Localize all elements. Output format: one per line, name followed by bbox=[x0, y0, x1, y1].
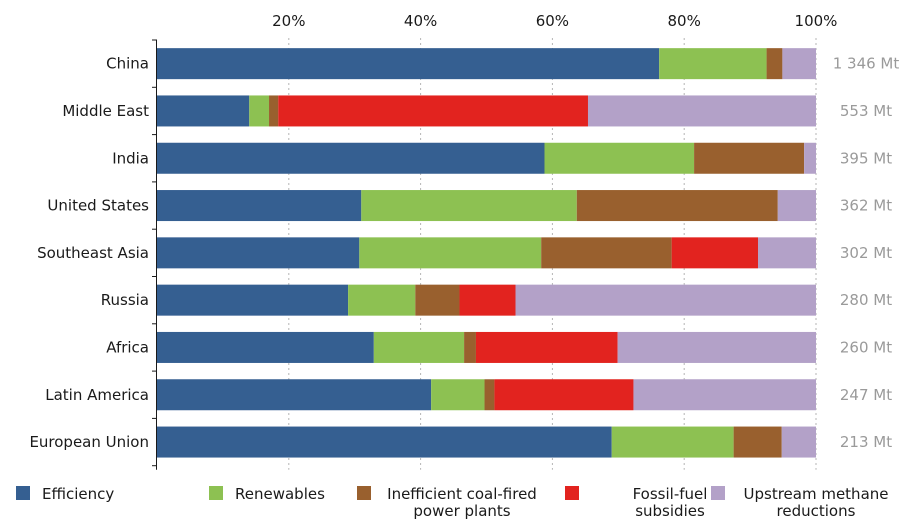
legend-swatch bbox=[16, 486, 30, 500]
bar-segment bbox=[464, 331, 476, 363]
category-label: United States bbox=[47, 197, 149, 215]
total-label: 553 Mt bbox=[840, 102, 892, 120]
category-label: China bbox=[106, 55, 149, 73]
bar-segment bbox=[431, 379, 485, 411]
bar-segment bbox=[659, 48, 767, 80]
bar-segment bbox=[777, 190, 816, 222]
bar-segment bbox=[348, 284, 416, 316]
bar-segment bbox=[269, 95, 279, 127]
bar-segment bbox=[587, 95, 816, 127]
category-label: Africa bbox=[106, 338, 149, 356]
bar-segment bbox=[694, 142, 805, 174]
bar-segment bbox=[733, 426, 782, 458]
total-label: 280 Mt bbox=[840, 291, 892, 309]
category-label: European Union bbox=[29, 433, 149, 451]
bar-segment bbox=[373, 331, 465, 363]
bar-segment bbox=[157, 284, 349, 316]
legend-swatch bbox=[357, 486, 371, 500]
bar-segment bbox=[157, 142, 545, 174]
category-label: Middle East bbox=[62, 102, 149, 120]
bar-segment bbox=[157, 426, 612, 458]
bar-segment bbox=[475, 331, 618, 363]
legend-label: Renewables bbox=[235, 485, 325, 503]
legend-swatch bbox=[565, 486, 579, 500]
bar-segment bbox=[611, 426, 734, 458]
bar-segment bbox=[157, 379, 432, 411]
bar-segment bbox=[515, 284, 816, 316]
legend-label: Efficiency bbox=[42, 485, 114, 503]
total-label: 302 Mt bbox=[840, 244, 892, 262]
bar-segment bbox=[359, 237, 542, 269]
bar-segment bbox=[804, 142, 816, 174]
total-label: 395 Mt bbox=[840, 149, 892, 167]
total-label: 247 Mt bbox=[840, 386, 892, 404]
category-label: Latin America bbox=[45, 386, 149, 404]
category-label: Southeast Asia bbox=[37, 244, 149, 262]
bar-segment bbox=[576, 190, 778, 222]
bar-segment bbox=[766, 48, 783, 80]
total-label: 260 Mt bbox=[840, 338, 892, 356]
bar-segment bbox=[671, 237, 759, 269]
legend-label: Fossil-fuel bbox=[633, 485, 708, 503]
bar-segment bbox=[278, 95, 588, 127]
x-tick-label: 100% bbox=[795, 12, 838, 30]
bar-segment bbox=[484, 379, 495, 411]
legend-label: Upstream methane bbox=[744, 485, 889, 503]
category-label: Russia bbox=[101, 291, 149, 309]
bar-segment bbox=[361, 190, 577, 222]
bar-segment bbox=[157, 237, 360, 269]
bar-segment bbox=[157, 48, 660, 80]
x-tick-label: 80% bbox=[668, 12, 701, 30]
bar-segment bbox=[494, 379, 634, 411]
bar-segment bbox=[781, 426, 816, 458]
legend-swatch bbox=[209, 486, 223, 500]
bar-segment bbox=[544, 142, 695, 174]
x-tick-label: 60% bbox=[536, 12, 569, 30]
bar-segment bbox=[541, 237, 672, 269]
legend-label: Inefficient coal-fired bbox=[387, 485, 537, 503]
x-tick-label: 40% bbox=[404, 12, 437, 30]
legend-label: subsidies bbox=[635, 502, 705, 520]
bar-segment bbox=[415, 284, 460, 316]
bar-segment bbox=[758, 237, 816, 269]
category-label: India bbox=[112, 149, 149, 167]
total-label: 362 Mt bbox=[840, 197, 892, 215]
bar-segment bbox=[617, 331, 816, 363]
bar-segment bbox=[633, 379, 816, 411]
bar-segment bbox=[782, 48, 816, 80]
total-label: 213 Mt bbox=[840, 433, 892, 451]
legend-label: power plants bbox=[413, 502, 510, 520]
legend-swatch bbox=[711, 486, 725, 500]
total-label: 1 346 Mt bbox=[833, 55, 900, 73]
legend-label: reductions bbox=[777, 502, 856, 520]
bar-segment bbox=[157, 190, 362, 222]
bar-segment bbox=[249, 95, 270, 127]
x-tick-label: 20% bbox=[272, 12, 305, 30]
bar-segment bbox=[157, 331, 374, 363]
bar-segment bbox=[459, 284, 516, 316]
bar-segment bbox=[157, 95, 250, 127]
